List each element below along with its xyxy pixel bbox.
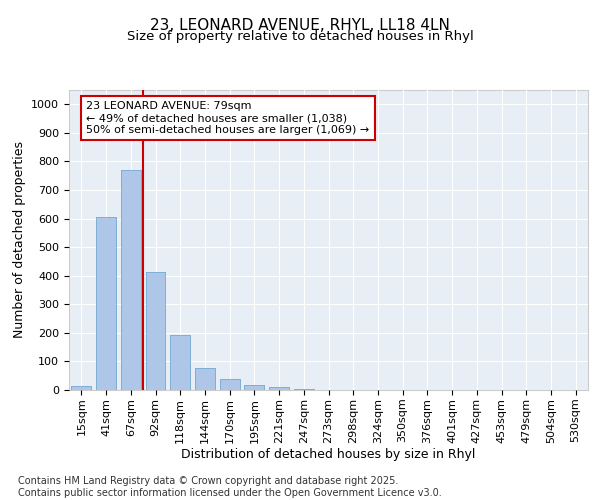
Bar [146,272,166,390]
X-axis label: Distribution of detached houses by size in Rhyl: Distribution of detached houses by size … [181,448,476,462]
Bar [220,378,239,390]
Bar [269,387,289,390]
Bar [294,388,314,390]
Y-axis label: Number of detached properties: Number of detached properties [13,142,26,338]
Text: Contains HM Land Registry data © Crown copyright and database right 2025.
Contai: Contains HM Land Registry data © Crown c… [18,476,442,498]
Bar [146,272,166,390]
Bar [220,378,239,390]
Bar [244,385,264,390]
Text: Size of property relative to detached houses in Rhyl: Size of property relative to detached ho… [127,30,473,43]
Bar [71,386,91,390]
Bar [96,217,116,390]
Text: 23 LEONARD AVENUE: 79sqm
← 49% of detached houses are smaller (1,038)
50% of sem: 23 LEONARD AVENUE: 79sqm ← 49% of detach… [86,102,370,134]
Bar [121,170,140,390]
Text: 23, LEONARD AVENUE, RHYL, LL18 4LN: 23, LEONARD AVENUE, RHYL, LL18 4LN [150,18,450,32]
Bar [170,335,190,390]
Bar [294,388,314,390]
Bar [244,385,264,390]
Bar [195,368,215,390]
Bar [96,217,116,390]
Bar [170,335,190,390]
Bar [71,386,91,390]
Bar [269,387,289,390]
Bar [121,170,140,390]
Bar [195,368,215,390]
